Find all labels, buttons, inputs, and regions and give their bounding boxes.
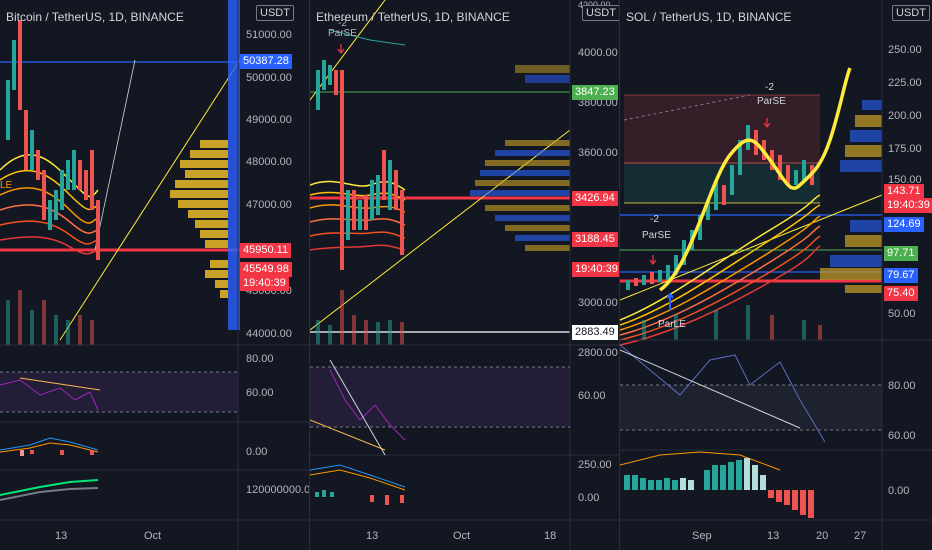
eth-volume-bars [316, 290, 404, 345]
btc-macd-axis: 0.00 [246, 446, 268, 458]
btc-x-label: 13 [55, 530, 68, 542]
sol-rsi-axis: 80.00 [888, 380, 916, 392]
eth-chart-canvas: -2 ParSE [310, 0, 619, 550]
eth-x-label: 13 [366, 530, 379, 542]
btc-axis-label: 44000.00 [246, 328, 292, 340]
sol-macd-histogram [624, 458, 814, 518]
eth-macd-axis: 250.00 [578, 459, 612, 471]
btc-axis-label: 51000.00 [246, 29, 292, 41]
sol-marker-num-1: -2 [650, 214, 659, 225]
sol-currency-button[interactable]: USDT [892, 5, 930, 21]
sol-marker-num-2: -2 [765, 82, 774, 93]
sol-axis-label: 150.00 [888, 174, 922, 186]
btc-axis-label: 47000.00 [246, 199, 292, 211]
eth-last-price-tag: 3188.45 [572, 232, 618, 247]
sol-countdown-tag: 19:40:39 [884, 198, 932, 213]
btc-chart-canvas: LE [0, 0, 309, 550]
sol-axis-label: 50.00 [888, 308, 916, 320]
sol-x-label: 13 [767, 530, 780, 542]
sol-x-label: 20 [816, 530, 829, 542]
eth-x-label: Oct [453, 530, 471, 542]
sol-drawing-arrow [658, 67, 852, 292]
sol-rsi-axis: 60.00 [888, 430, 916, 442]
sol-axis-label: 225.00 [888, 77, 922, 89]
sol-price-tag-blue-2: 79.67 [884, 268, 918, 283]
btc-chart-panel[interactable]: LE Bitcoin / TetherUS, 1D, BINANCE USDT … [0, 0, 310, 550]
eth-price-tag-white: 2883.49 [572, 325, 618, 340]
btc-axis-label: 49000.00 [246, 114, 292, 126]
eth-x-label: 18 [544, 530, 557, 542]
btc-marker-label: LE [0, 180, 13, 191]
eth-marker-label: ParSE [328, 28, 357, 39]
sol-price-tag-green: 97.71 [884, 246, 918, 261]
btc-countdown-tag: 19:40:39 [240, 276, 289, 291]
sol-volume-bars [642, 305, 822, 340]
sol-axis-label: 175.00 [888, 143, 922, 155]
eth-axis-label: 3000.00 [578, 297, 618, 309]
eth-price-tag-red: 3426.94 [572, 191, 618, 206]
eth-axis-label: 3600.00 [578, 147, 618, 159]
sol-macd-axis: 0.00 [888, 485, 910, 497]
eth-volume-profile [470, 65, 570, 251]
btc-price-tag-red: 45950.11 [240, 243, 292, 258]
sol-marker-label-1: ParSE [642, 230, 671, 241]
sol-marker-label-2: ParSE [757, 96, 786, 107]
sol-axis-label: 200.00 [888, 110, 922, 122]
btc-rsi-axis: 80.00 [246, 353, 274, 365]
btc-last-price-tag: 45549.98 [240, 262, 292, 277]
eth-marker-num: -2 [338, 18, 347, 29]
sol-price-tag-red: 75.40 [884, 286, 918, 301]
eth-countdown-tag: 19:40:39 [572, 262, 619, 277]
btc-chart-title: Bitcoin / TetherUS, 1D, BINANCE [6, 10, 184, 24]
eth-currency-button[interactable]: USDT [582, 5, 619, 21]
btc-x-label: Oct [144, 530, 162, 542]
eth-price-tag-green: 3847.23 [572, 85, 618, 100]
sol-x-label: Sep [692, 530, 712, 542]
eth-chart-title: Ethereum / TetherUS, 1D, BINANCE [316, 10, 510, 24]
btc-volume-profile [170, 0, 240, 330]
btc-volume-bars [6, 290, 94, 345]
btc-vol-axis: 120000000.00 [246, 484, 310, 496]
sol-price-tag-blue: 124.69 [884, 217, 924, 232]
btc-candles [6, 20, 100, 260]
sol-last-price-tag: 143.71 [884, 184, 924, 199]
sol-axis-label: 250.00 [888, 44, 922, 56]
eth-macd-axis: 0.00 [578, 492, 600, 504]
btc-rsi-axis: 60.00 [246, 387, 274, 399]
eth-axis-label: 4000.00 [578, 47, 618, 59]
sol-volume-profile [820, 100, 882, 293]
sol-chart-canvas: -2 ParSE -2 ParSE ParLE [620, 0, 932, 550]
sol-x-label: 27 [854, 530, 867, 542]
eth-axis-label: 2800.00 [578, 347, 618, 359]
eth-chart-panel[interactable]: -2 ParSE Ethereum / TetherUS, 1D, BINANC… [310, 0, 620, 550]
sol-chart-panel[interactable]: -2 ParSE -2 ParSE ParLE SOL / TetherUS, … [620, 0, 932, 550]
btc-currency-button[interactable]: USDT [256, 5, 294, 21]
eth-candles [316, 60, 404, 270]
sol-marker-label-3: ParLE [658, 319, 686, 330]
btc-price-tag-top: 50387.28 [240, 54, 292, 69]
btc-axis-label: 48000.00 [246, 156, 292, 168]
eth-rsi-axis: 60.00 [578, 390, 606, 402]
btc-axis-label: 50000.00 [246, 72, 292, 84]
sol-chart-title: SOL / TetherUS, 1D, BINANCE [626, 10, 792, 24]
eth-axis-label: 3800.00 [578, 97, 618, 109]
